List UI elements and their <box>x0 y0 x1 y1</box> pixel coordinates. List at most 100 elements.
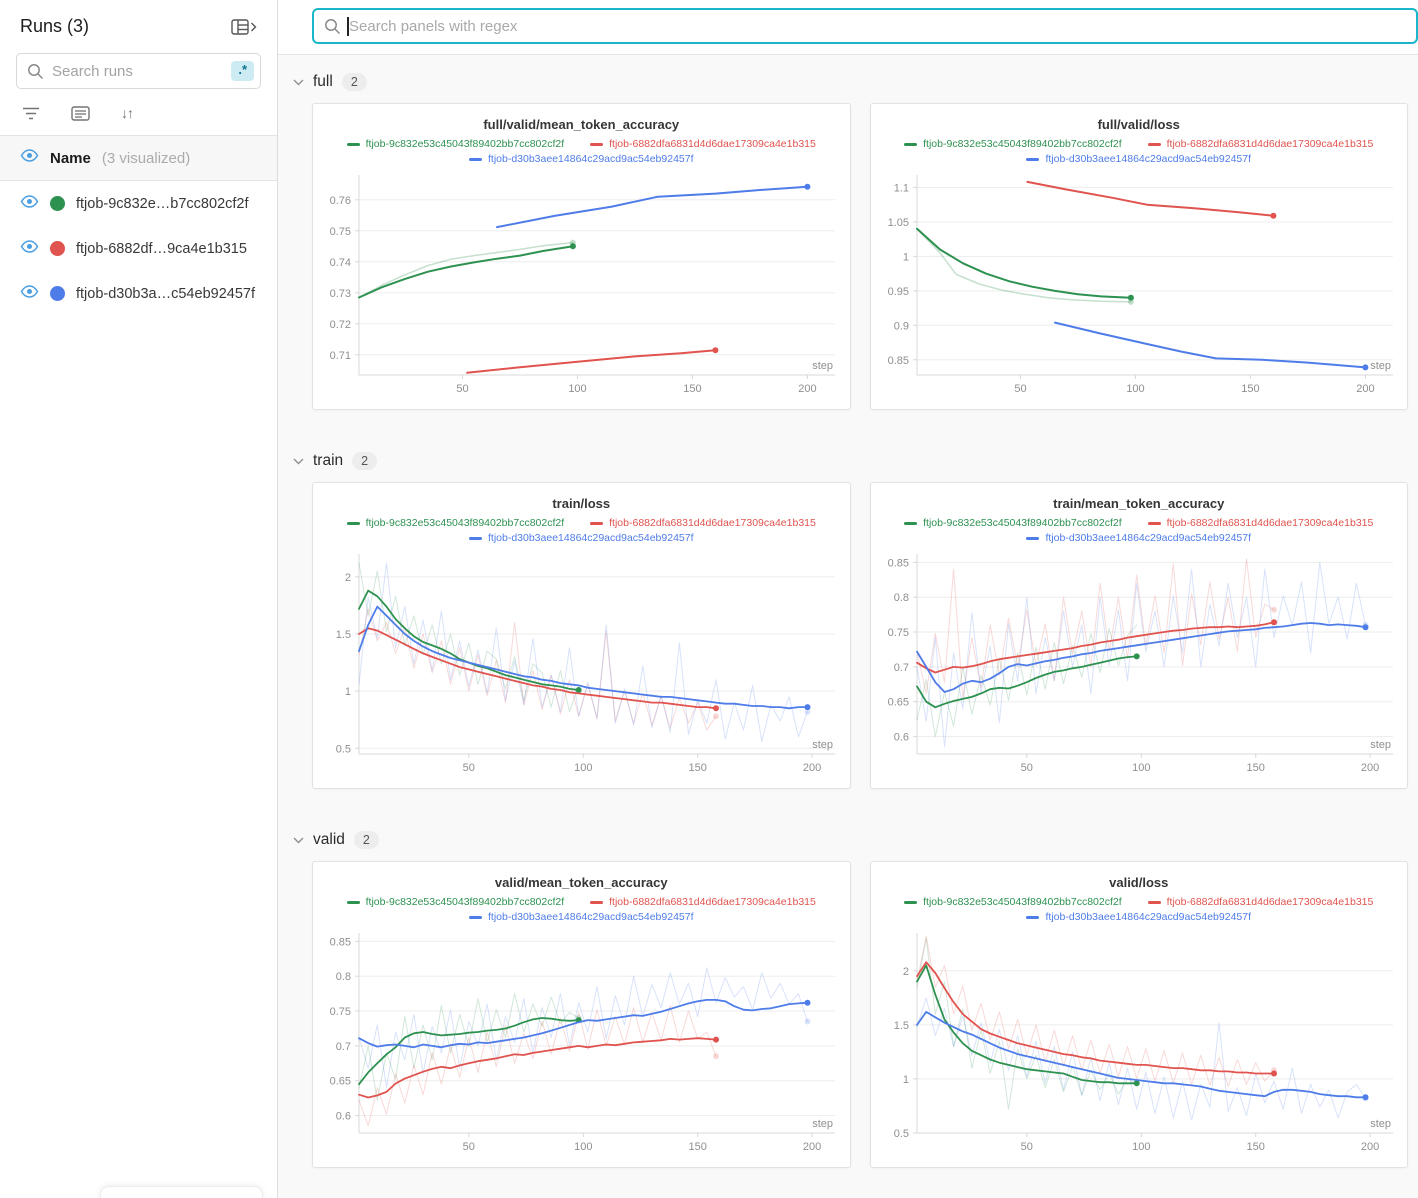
section-count-badge: 2 <box>341 73 367 91</box>
svg-text:1.05: 1.05 <box>887 217 908 229</box>
legend-entry: ftjob-d30b3aee14864c29acd9ac54eb92457f <box>1026 152 1251 167</box>
runs-search-input[interactable] <box>52 62 232 80</box>
panel-train-loss[interactable]: train/loss ftjob-9c832e53c45043f89402bb7… <box>312 482 851 789</box>
chart-plot: 0.85 0.9 0.95 1 1.05 1.1 50 100 150 200 step <box>887 175 1393 395</box>
visualized-count: (3 visualized) <box>101 149 191 167</box>
svg-text:50: 50 <box>1020 762 1032 774</box>
legend-entry: ftjob-9c832e53c45043f89402bb7cc802cf2f <box>346 137 564 152</box>
svg-text:100: 100 <box>574 1141 592 1153</box>
panel-train-mean-token-accuracy[interactable]: train/mean_token_accuracy ftjob-9c832e53… <box>869 482 1408 789</box>
svg-text:0.85: 0.85 <box>330 936 351 948</box>
legend-dash-icon <box>590 522 604 525</box>
section-header-train[interactable]: train 2 <box>293 452 1408 470</box>
run-color-dot <box>50 196 65 211</box>
legend-dash-icon <box>468 537 482 540</box>
chart-legend: ftjob-9c832e53c45043f89402bb7cc802cf2f ft… <box>871 137 1408 167</box>
svg-text:200: 200 <box>1360 1141 1378 1153</box>
svg-text:step: step <box>1370 1118 1391 1130</box>
filter-icon[interactable] <box>22 107 40 120</box>
svg-text:0.71: 0.71 <box>330 350 351 362</box>
svg-text:1.1: 1.1 <box>893 182 908 194</box>
panel-valid-mean-token-accuracy[interactable]: valid/mean_token_accuracy ftjob-9c832e53… <box>312 861 851 1168</box>
svg-text:step: step <box>812 1118 833 1130</box>
svg-text:0.7: 0.7 <box>893 662 908 674</box>
section-valid: valid 2 valid/mean_token_accuracy ftjob-… <box>293 831 1408 1168</box>
section-header-full[interactable]: full 2 <box>293 73 1408 91</box>
svg-text:150: 150 <box>689 1141 707 1153</box>
chart-title: valid/mean_token_accuracy <box>494 875 668 890</box>
run-row[interactable]: ftjob-6882df…9ca4e1b315 <box>0 226 277 271</box>
panel-full-valid-loss[interactable]: full/valid/loss ftjob-9c832e53c45043f894… <box>869 103 1408 410</box>
svg-text:150: 150 <box>1241 383 1259 395</box>
svg-text:50: 50 <box>1014 383 1026 395</box>
svg-text:0.75: 0.75 <box>887 627 908 639</box>
svg-text:0.65: 0.65 <box>330 1076 351 1088</box>
svg-text:50: 50 <box>1020 1141 1032 1153</box>
run-visibility-eye-icon[interactable] <box>20 194 39 213</box>
legend-dash-icon <box>346 143 360 146</box>
section-header-valid[interactable]: valid 2 <box>293 831 1408 849</box>
svg-text:0.6: 0.6 <box>893 732 908 744</box>
svg-text:100: 100 <box>1132 1141 1150 1153</box>
chart-legend: ftjob-9c832e53c45043f89402bb7cc802cf2f ft… <box>313 516 850 546</box>
runs-search-box[interactable]: .* <box>16 53 261 89</box>
chart-plot: 0.6 0.65 0.7 0.75 0.8 0.85 50 100 150 200 step <box>887 554 1393 774</box>
visibility-all-eye-icon[interactable] <box>20 149 39 167</box>
svg-text:150: 150 <box>683 383 701 395</box>
svg-text:200: 200 <box>1356 383 1374 395</box>
panel-search-box[interactable] <box>312 8 1418 44</box>
panel-full-valid-mean-token-accuracy[interactable]: full/valid/mean_token_accuracy ftjob-9c8… <box>312 103 851 410</box>
legend-dash-icon <box>590 143 604 146</box>
panel-search-input[interactable] <box>349 17 1416 35</box>
regex-toggle-button[interactable]: .* <box>231 61 254 81</box>
panels-workspace: full 2 full/valid/mean_token_accuracy ft… <box>278 0 1418 1198</box>
expand-table-icon[interactable] <box>231 18 257 35</box>
legend-entry: ftjob-9c832e53c45043f89402bb7cc802cf2f <box>346 895 564 910</box>
svg-text:1.5: 1.5 <box>893 1020 908 1032</box>
svg-text:2: 2 <box>345 572 351 584</box>
svg-text:150: 150 <box>1246 762 1264 774</box>
sort-icon[interactable]: ↓↑ <box>121 105 134 121</box>
legend-entry: ftjob-d30b3aee14864c29acd9ac54eb92457f <box>1026 531 1251 546</box>
svg-text:0.85: 0.85 <box>887 557 908 569</box>
name-column-header: Name <box>50 149 91 167</box>
chart-title: valid/loss <box>1109 875 1169 890</box>
chevron-down-icon <box>293 458 304 464</box>
legend-entry: ftjob-6882dfa6831d4d6dae17309ca4e1b315 <box>1147 516 1373 531</box>
legend-entry: ftjob-6882dfa6831d4d6dae17309ca4e1b315 <box>1147 895 1373 910</box>
svg-text:100: 100 <box>1126 383 1144 395</box>
svg-text:2: 2 <box>902 966 908 978</box>
svg-text:200: 200 <box>798 383 816 395</box>
legend-entry: ftjob-d30b3aee14864c29acd9ac54eb92457f <box>1026 910 1251 925</box>
run-row[interactable]: ftjob-9c832e…b7cc802cf2f <box>0 181 277 226</box>
chart-title: train/loss <box>552 496 611 511</box>
run-visibility-eye-icon[interactable] <box>20 239 39 258</box>
run-row[interactable]: ftjob-d30b3a…c54eb92457f <box>0 271 277 316</box>
section-train: train 2 train/loss ftjob-9c832e53c45043f… <box>293 452 1408 789</box>
chart-title: full/valid/mean_token_accuracy <box>483 117 680 132</box>
svg-text:1: 1 <box>345 686 351 698</box>
svg-text:1: 1 <box>902 251 908 263</box>
legend-dash-icon <box>590 901 604 904</box>
svg-text:1.5: 1.5 <box>336 629 351 641</box>
svg-text:0.85: 0.85 <box>887 355 908 367</box>
svg-text:step: step <box>812 360 833 372</box>
svg-text:50: 50 <box>456 383 468 395</box>
legend-entry: ftjob-d30b3aee14864c29acd9ac54eb92457f <box>468 531 694 546</box>
legend-dash-icon <box>904 143 918 146</box>
legend-entry: ftjob-6882dfa6831d4d6dae17309ca4e1b315 <box>590 895 816 910</box>
panels-topbar <box>278 0 1418 55</box>
chevron-down-icon <box>293 79 304 85</box>
svg-text:0.5: 0.5 <box>893 1128 908 1140</box>
svg-text:0.65: 0.65 <box>887 697 908 709</box>
run-color-dot <box>50 286 65 301</box>
legend-dash-icon <box>1026 537 1040 540</box>
section-label: valid <box>313 831 345 848</box>
chevron-down-icon <box>293 837 304 843</box>
run-visibility-eye-icon[interactable] <box>20 284 39 303</box>
panel-valid-loss[interactable]: valid/loss ftjob-9c832e53c45043f89402bb7… <box>869 861 1408 1168</box>
columns-settings-icon[interactable] <box>71 105 90 121</box>
svg-text:100: 100 <box>1132 762 1150 774</box>
section-count-badge: 2 <box>353 831 379 849</box>
